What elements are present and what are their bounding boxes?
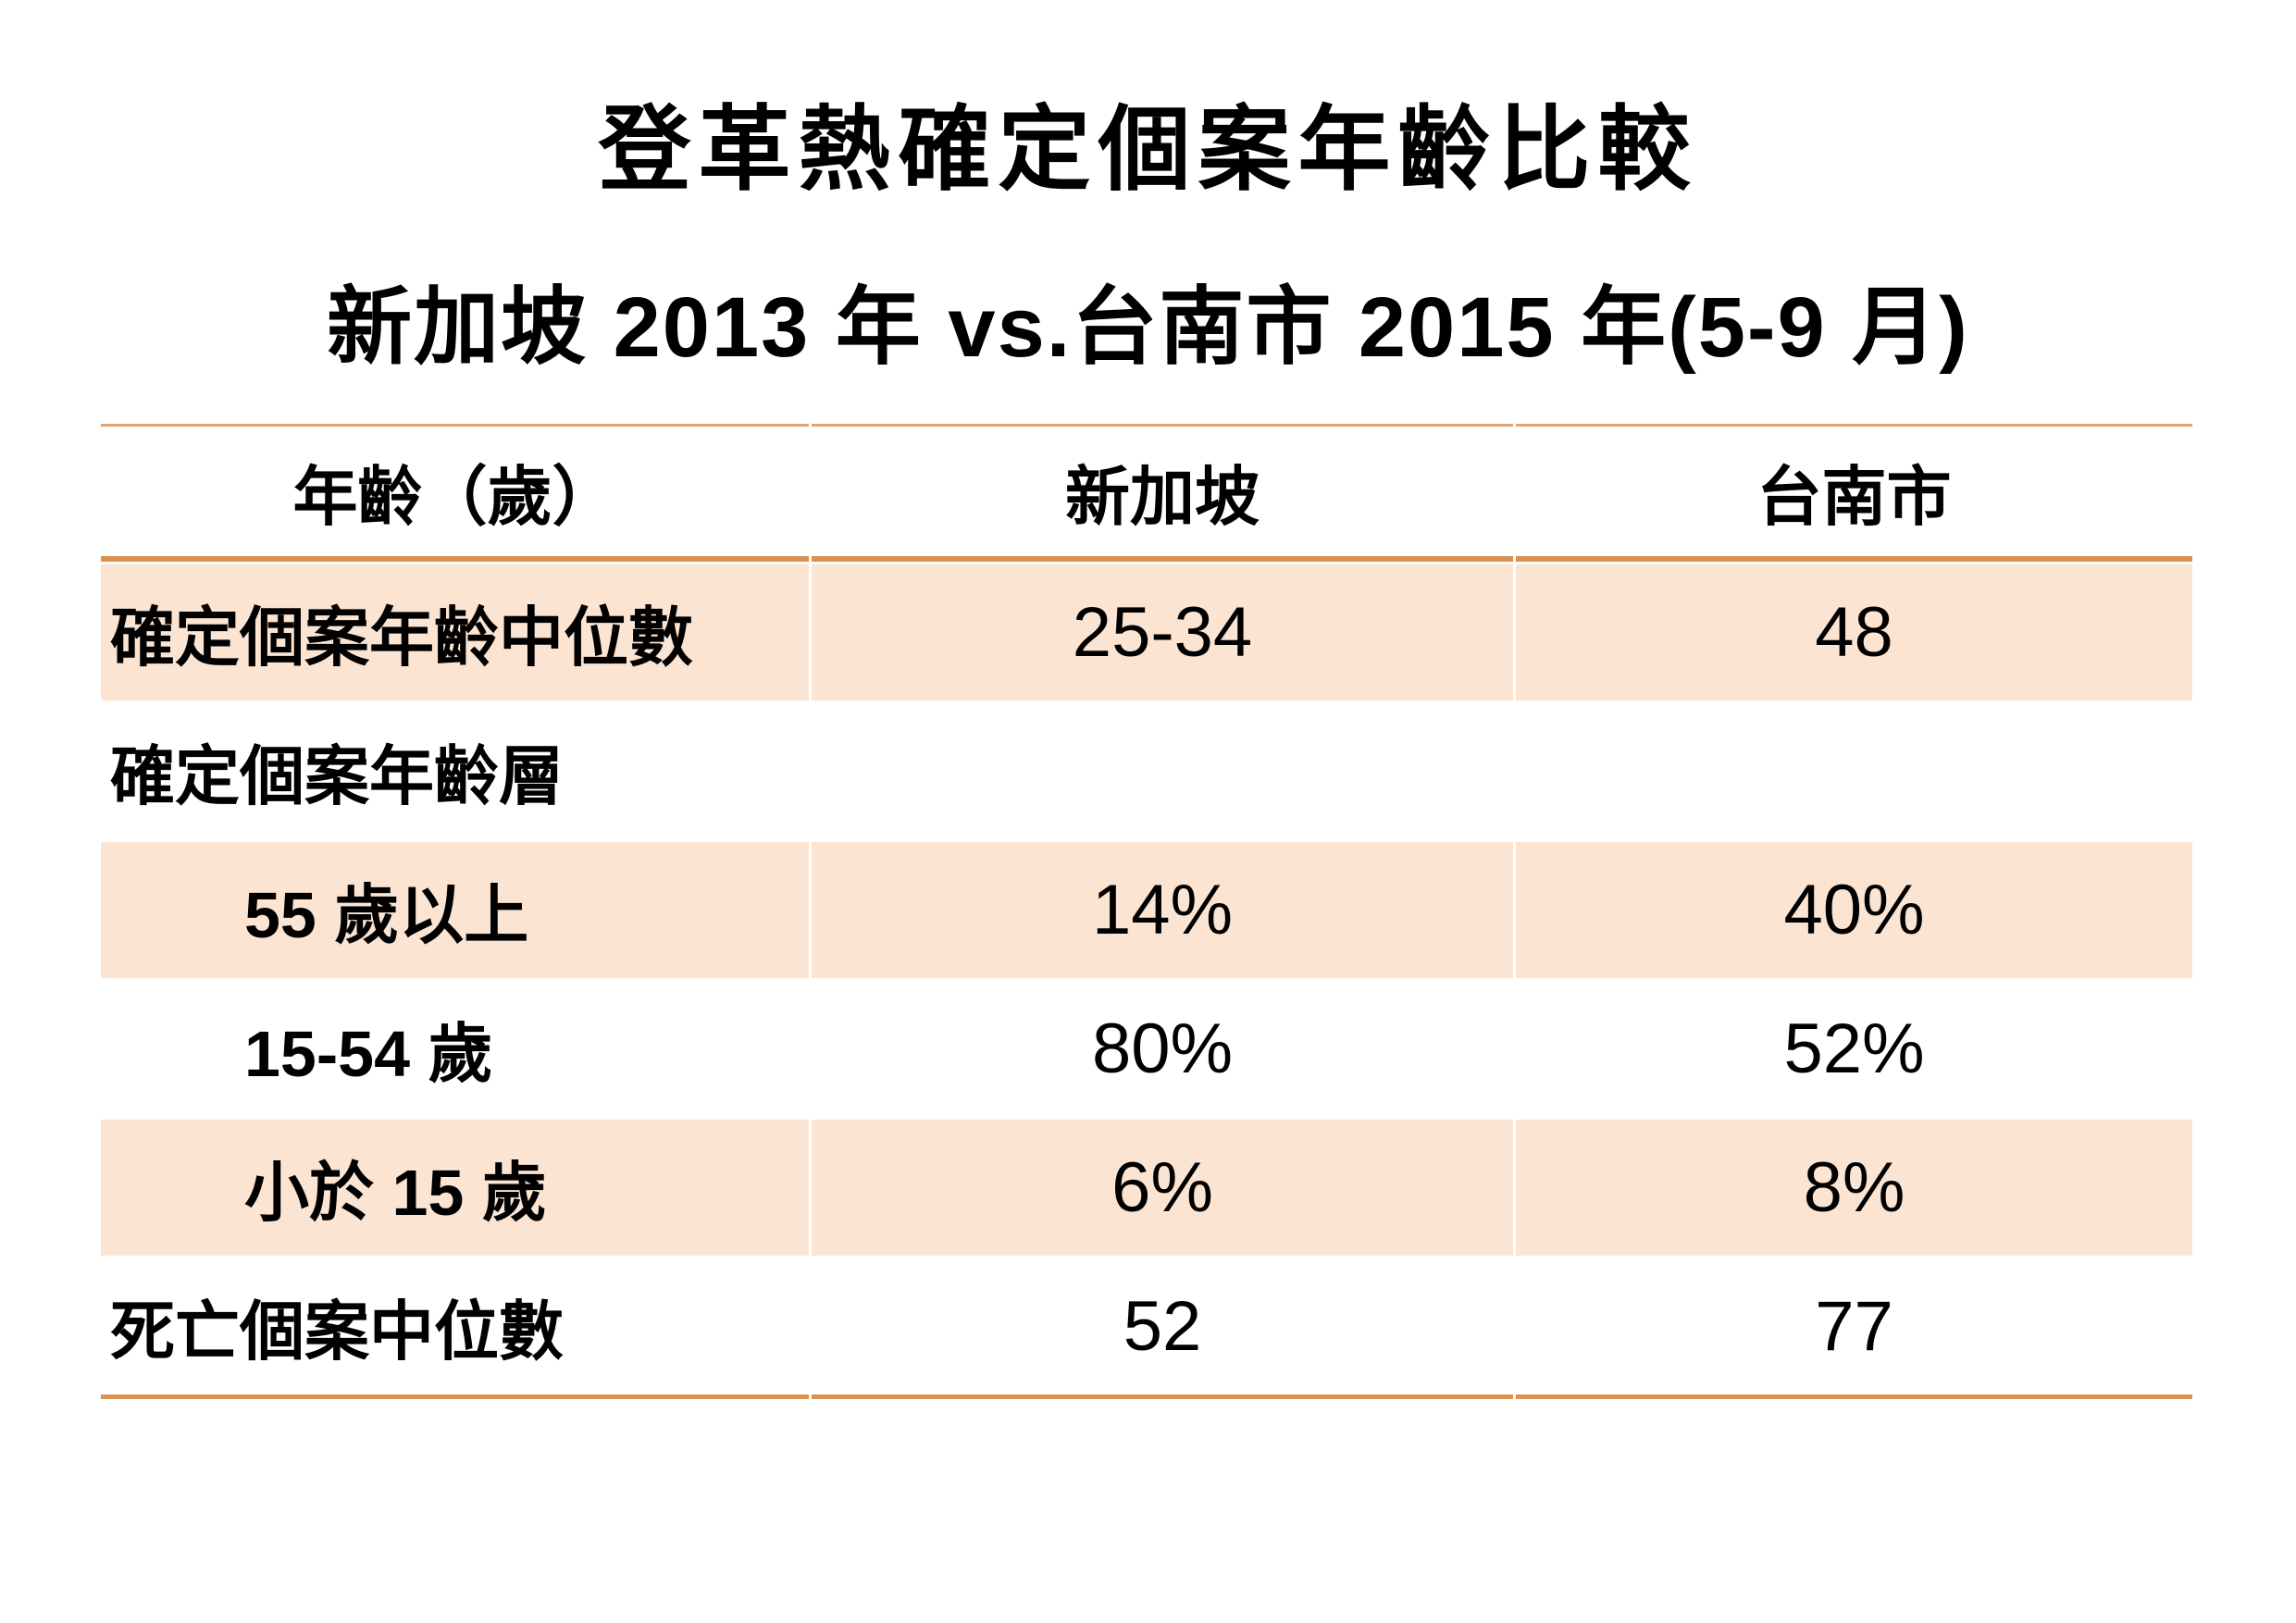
- cell-death-median-tainan: 77: [1516, 1258, 2192, 1399]
- page-subtitle: 新加坡 2013 年 vs.台南市 2015 年(5-9 月): [327, 280, 1969, 375]
- cell-age-groups-singapore: [812, 703, 1513, 839]
- row-label-under-15: 小於 15 歲: [101, 1120, 809, 1256]
- table-row-15-54: 15-54 歲 80% 52%: [101, 981, 2192, 1117]
- table-row-over-55: 55 歲以上 14% 40%: [101, 842, 2192, 978]
- cell-over-55-tainan: 40%: [1516, 842, 2192, 978]
- column-header-singapore: 新加坡: [812, 424, 1513, 562]
- row-label-age-groups: 確定個案年齡層: [101, 703, 809, 839]
- column-header-age: 年齡（歲）: [101, 424, 809, 562]
- age-comparison-table: 年齡（歲） 新加坡 台南市 確定個案年齡中位數 25-34 48 確定個案年齡層: [98, 421, 2195, 1402]
- cell-15-54-singapore: 80%: [812, 981, 1513, 1117]
- row-label-15-54: 15-54 歲: [101, 981, 809, 1117]
- table-row-age-groups-heading: 確定個案年齡層: [101, 703, 2192, 839]
- row-label-death-median: 死亡個案中位數: [101, 1258, 809, 1399]
- cell-age-groups-tainan: [1516, 703, 2192, 839]
- cell-median-age-tainan: 48: [1516, 564, 2192, 700]
- comparison-table-container: 年齡（歲） 新加坡 台南市 確定個案年齡中位數 25-34 48 確定個案年齡層: [98, 421, 2195, 1402]
- cell-under-15-singapore: 6%: [812, 1120, 1513, 1256]
- table-row-under-15: 小於 15 歲 6% 8%: [101, 1120, 2192, 1256]
- cell-15-54-tainan: 52%: [1516, 981, 2192, 1117]
- row-label-over-55: 55 歲以上: [101, 842, 809, 978]
- cell-death-median-singapore: 52: [812, 1258, 1513, 1399]
- cell-median-age-singapore: 25-34: [812, 564, 1513, 700]
- table-row-death-median: 死亡個案中位數 52 77: [101, 1258, 2192, 1399]
- page-title: 登革熱確定個案年齡比較: [598, 98, 1698, 202]
- table-header-row: 年齡（歲） 新加坡 台南市: [101, 424, 2192, 562]
- column-header-tainan: 台南市: [1516, 424, 2192, 562]
- cell-under-15-tainan: 8%: [1516, 1120, 2192, 1256]
- row-label-median-age: 確定個案年齡中位數: [101, 564, 809, 700]
- cell-over-55-singapore: 14%: [812, 842, 1513, 978]
- table-row-median-age: 確定個案年齡中位數 25-34 48: [101, 564, 2192, 700]
